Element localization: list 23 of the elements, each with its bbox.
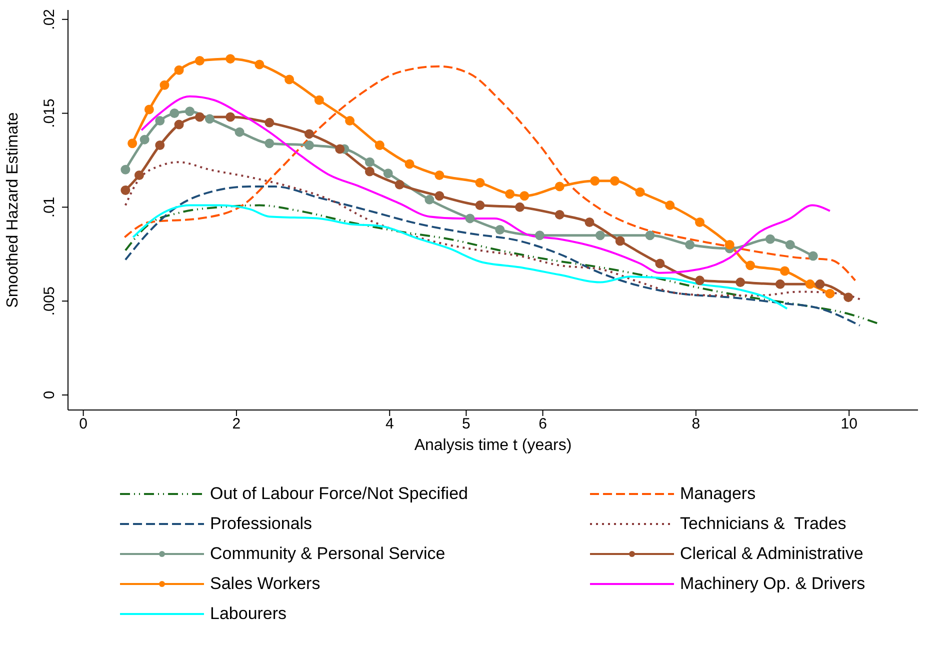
x-tick-label: 0: [79, 416, 88, 433]
legend-label: Out of Labour Force/Not Specified: [210, 484, 468, 504]
legend-label: Professionals: [210, 514, 312, 534]
legend-label: Clerical & Administrative: [680, 544, 864, 564]
legend-label: Labourers: [210, 604, 287, 624]
legend-label: Managers: [680, 484, 756, 504]
x-tick-label: 10: [840, 416, 858, 433]
x-axis-title: Analysis time t (years): [414, 437, 572, 454]
y-tick-label: .01: [41, 196, 58, 218]
x-tick-label: 6: [538, 416, 547, 433]
x-tick-label: 5: [462, 416, 470, 433]
y-tick-label: .02: [41, 8, 58, 30]
x-tick-label: 2: [232, 416, 241, 433]
y-tick-label: .015: [41, 98, 58, 128]
y-tick-label: .005: [41, 286, 58, 316]
legend-label: Technicians & Trades: [680, 514, 846, 534]
legend-label: Sales Workers: [210, 574, 320, 594]
legend-label: Community & Personal Service: [210, 544, 446, 564]
legend-label: Machinery Op. & Drivers: [680, 574, 866, 594]
x-tick-label: 8: [692, 416, 700, 433]
x-tick-label: 4: [385, 416, 394, 433]
y-axis-title: Smoothed Hazard Estimate: [4, 112, 22, 308]
y-tick-label: 0: [41, 390, 58, 400]
